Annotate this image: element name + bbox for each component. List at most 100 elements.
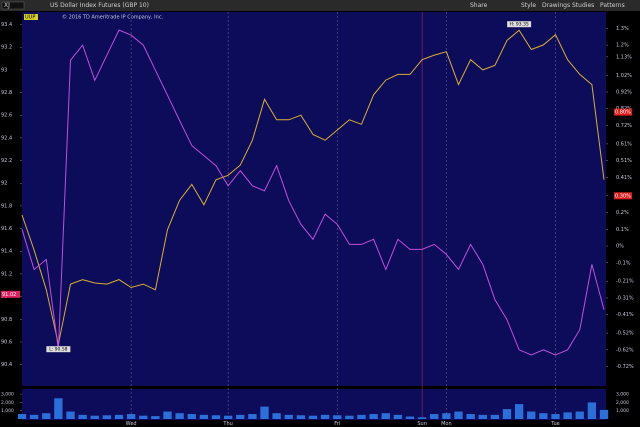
toolbar-button[interactable]: Patterns bbox=[600, 2, 625, 9]
annotation-box bbox=[46, 346, 71, 353]
volume-bar bbox=[466, 414, 475, 419]
y2-tick-label: -0.52% bbox=[616, 331, 634, 337]
y-tick-label: 91.2 bbox=[1, 271, 12, 277]
volume-bar bbox=[223, 415, 233, 419]
value-badge bbox=[614, 192, 632, 200]
toolbar-bg bbox=[0, 0, 640, 11]
volume-bar bbox=[490, 414, 500, 419]
y-tick-label: 93.4 bbox=[1, 22, 12, 28]
volume-bar bbox=[236, 414, 245, 419]
volume-tick-label: 2,000 bbox=[1, 400, 14, 406]
y2-tick-label: -0.31% bbox=[616, 295, 634, 301]
y-tick-label: 92.8 bbox=[1, 90, 12, 96]
toolbar-button[interactable]: Share bbox=[470, 2, 488, 9]
volume-bar bbox=[272, 413, 281, 419]
toolbar: XJ US Dollar Index Futures (GBP 10) Shar… bbox=[0, 0, 640, 11]
annotation: H: 93.35 bbox=[510, 22, 529, 28]
volume-bar bbox=[333, 415, 342, 419]
y2-tick-label: 1.13% bbox=[616, 54, 632, 60]
volume-bar bbox=[502, 409, 512, 419]
y2-tick-label: 1.2% bbox=[616, 43, 629, 49]
volume-bar bbox=[163, 411, 172, 419]
x-tick-label: Tue bbox=[550, 421, 560, 427]
volume-bar bbox=[442, 413, 451, 419]
y-tick-label: 90.6 bbox=[1, 339, 12, 345]
volume-bar bbox=[478, 414, 487, 419]
y2-tick-label: -0.72% bbox=[616, 364, 634, 370]
volume-bar bbox=[66, 411, 75, 419]
volume-bar bbox=[90, 415, 99, 419]
volume-bar bbox=[575, 411, 584, 419]
value-badge-label: 0.80% bbox=[615, 110, 631, 116]
volume-bar bbox=[102, 415, 112, 419]
x-tick-label: Thu bbox=[222, 421, 232, 427]
y2-tick-label: 0.2% bbox=[616, 210, 629, 216]
volume-tick-label: 1,000 bbox=[1, 408, 14, 414]
volume-bar bbox=[139, 415, 148, 419]
volume-bar bbox=[417, 417, 427, 419]
y-tick-label: 93 bbox=[1, 67, 7, 73]
y2-tick-label: 0.1% bbox=[616, 227, 629, 233]
value-badge bbox=[614, 108, 632, 116]
volume-bar bbox=[357, 414, 366, 419]
y2-tick-label: 0% bbox=[616, 244, 624, 250]
volume-bar bbox=[42, 413, 51, 419]
y-tick-label: 91.6 bbox=[1, 226, 12, 232]
volume-tick-label: 3,000 bbox=[616, 392, 629, 398]
y2-tick-label: -0.1% bbox=[616, 260, 631, 266]
symbol[interactable]: XJ bbox=[4, 2, 10, 9]
y-tick-label: 92 bbox=[1, 181, 7, 187]
volume-bar bbox=[17, 414, 27, 419]
volume-bar bbox=[114, 414, 124, 419]
y2-tick-label: 0.61% bbox=[616, 141, 632, 147]
value-badge-label: 0.30% bbox=[615, 193, 631, 199]
volume-bar bbox=[587, 402, 597, 419]
y2-tick-label: -0.62% bbox=[616, 347, 634, 353]
volume-bar bbox=[29, 414, 39, 419]
volume-bar bbox=[405, 416, 415, 419]
toolbar-button[interactable]: Drawings bbox=[542, 2, 570, 9]
volume-bar bbox=[369, 414, 378, 419]
volume-bar bbox=[527, 411, 536, 419]
volume-bar bbox=[393, 414, 403, 419]
volume-bar bbox=[187, 414, 196, 419]
y-tick-label: 93.2 bbox=[1, 45, 12, 51]
toolbar-button[interactable]: Studies bbox=[572, 2, 594, 9]
volume-tick-label: 2,000 bbox=[616, 400, 629, 406]
volume-bar bbox=[126, 414, 136, 419]
y2-tick-label: 1.02% bbox=[616, 73, 632, 79]
symbol-tag-bg bbox=[24, 14, 38, 20]
volume-bar bbox=[345, 415, 354, 419]
volume-bar bbox=[248, 414, 257, 419]
volume-bar bbox=[78, 414, 87, 419]
y2-tick-label: -0.41% bbox=[616, 312, 634, 318]
volume-bar bbox=[175, 413, 184, 419]
series-line bbox=[21, 29, 605, 345]
y2-tick-label: 1.3% bbox=[616, 26, 629, 32]
symbol-box[interactable] bbox=[1, 1, 25, 10]
volume-bar bbox=[320, 414, 330, 419]
description: US Dollar Index Futures (GBP 10) bbox=[50, 2, 149, 9]
annotation-box bbox=[507, 21, 532, 28]
y-tick-label: 91.4 bbox=[1, 249, 12, 255]
value-badge bbox=[1, 290, 20, 298]
y2-tick-label: 0.92% bbox=[616, 89, 632, 95]
volume-bar bbox=[260, 406, 269, 419]
symbol-tag: UUP bbox=[25, 15, 35, 21]
y-tick-label: 92.4 bbox=[1, 135, 12, 141]
x-tick-label: Fri bbox=[334, 421, 340, 427]
y-tick-label: 91.8 bbox=[1, 203, 12, 209]
y2-tick-label: -0.21% bbox=[616, 279, 634, 285]
x-tick-label: Sun bbox=[417, 421, 427, 427]
volume-bar bbox=[151, 416, 160, 419]
x-tick-label: Wed bbox=[126, 421, 137, 427]
copyright: © 2016 TD Ameritrade IP Company, Inc. bbox=[62, 14, 164, 21]
y2-tick-label: 0.41% bbox=[616, 175, 632, 181]
volume-bar bbox=[284, 414, 293, 419]
toolbar-button[interactable]: Style bbox=[521, 2, 536, 9]
y-tick-label: 92.6 bbox=[1, 113, 12, 119]
y-tick-label: 92.2 bbox=[1, 158, 12, 164]
y2-tick-label: 0.72% bbox=[616, 123, 632, 129]
value-badge-label: 91.02 bbox=[2, 292, 16, 298]
